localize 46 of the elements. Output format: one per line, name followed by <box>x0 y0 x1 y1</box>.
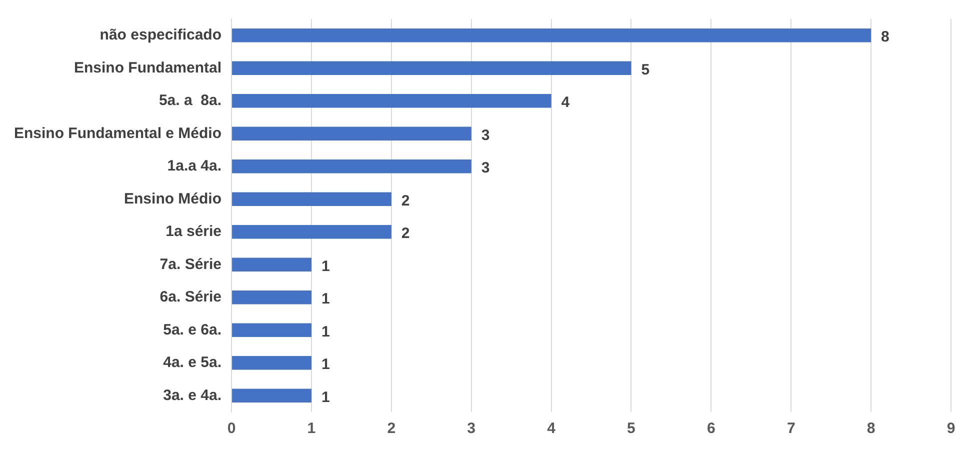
data-label: 3 <box>481 160 490 177</box>
x-tick-label: 2 <box>387 420 396 438</box>
bar <box>232 61 632 76</box>
x-tick-label: 6 <box>707 420 716 438</box>
y-tick-label: não especificado <box>100 26 222 44</box>
x-tick-label: 7 <box>786 420 796 438</box>
y-tick-label: Ensino Fundamental <box>74 59 222 76</box>
bar <box>232 192 392 206</box>
bar <box>232 356 312 370</box>
data-label: 2 <box>401 225 410 242</box>
data-label: 1 <box>321 290 330 308</box>
y-tick-label: 4a. e 5a. <box>163 354 222 372</box>
y-tick-label: 3a. e 4a. <box>163 386 222 404</box>
y-tick-label: Ensino Médio <box>124 190 222 208</box>
x-tick-label: 0 <box>227 420 236 438</box>
x-tick-label: 8 <box>866 420 876 438</box>
y-tick-label: Ensino Fundamental e Médio <box>14 124 222 142</box>
bar <box>232 388 312 403</box>
bar <box>232 225 392 239</box>
bar <box>232 258 312 272</box>
y-tick-label: 5a. a 8a. <box>158 92 222 110</box>
y-tick-label: 7a. Série <box>160 256 222 273</box>
data-label: 8 <box>881 28 890 46</box>
data-label: 2 <box>401 192 410 210</box>
y-tick-label: 1a.a 4a. <box>167 158 222 175</box>
data-label: 1 <box>321 388 330 406</box>
y-tick-label: 1a série <box>166 223 222 240</box>
bar <box>232 323 312 338</box>
bar <box>232 126 472 141</box>
x-tick-label: 5 <box>627 420 636 438</box>
data-label: 4 <box>561 94 570 112</box>
y-tick-label: 6a. Série <box>160 288 222 306</box>
bar <box>232 160 472 174</box>
x-tick-label: 4 <box>547 420 556 438</box>
bar <box>232 28 872 42</box>
bar <box>232 94 552 108</box>
x-tick-label: 9 <box>946 420 956 438</box>
bar <box>232 290 312 304</box>
x-tick-label: 3 <box>467 420 476 438</box>
data-label: 1 <box>321 323 330 340</box>
y-tick-label: 5a. e 6a. <box>163 321 222 338</box>
data-label: 3 <box>481 126 490 144</box>
data-label: 5 <box>641 61 650 78</box>
data-label: 1 <box>321 356 330 374</box>
x-tick-label: 1 <box>307 420 316 438</box>
data-label: 1 <box>321 258 330 275</box>
